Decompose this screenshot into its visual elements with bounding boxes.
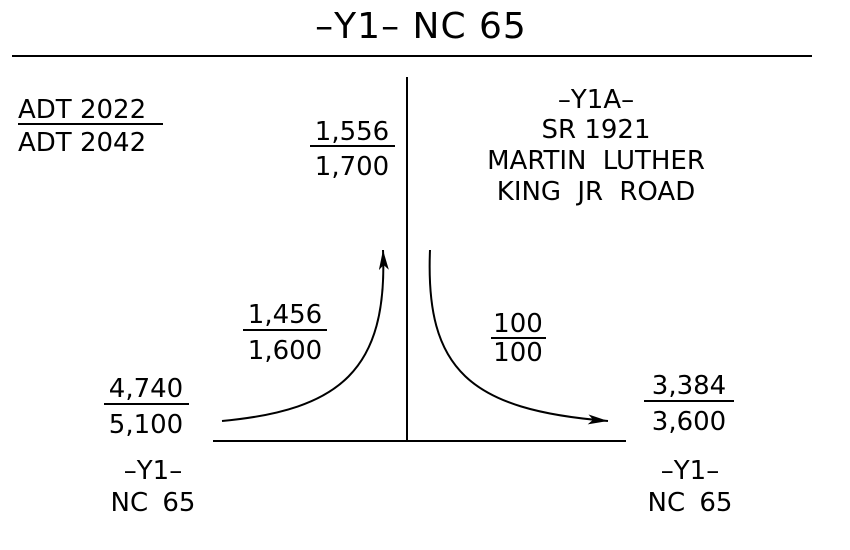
turn-arrow-west-north xyxy=(221,249,389,422)
west-road-name-line-1: –Y1– xyxy=(124,456,182,486)
north-road-name-line-1: –Y1A– xyxy=(558,85,634,115)
turn-west-north-future: 1,600 xyxy=(248,336,322,366)
turn-north-east-future: 100 xyxy=(493,338,543,368)
diagram-title: –Y1– NC 65 xyxy=(315,6,527,47)
legend-future-label: ADT 2042 xyxy=(18,128,146,158)
turn-arrow-north-east xyxy=(428,249,609,425)
turn-west-north-current: 1,456 xyxy=(248,300,322,330)
west-leg-future: 5,100 xyxy=(109,410,183,440)
legend-current-label: ADT 2022 xyxy=(18,95,146,125)
east-road-name-line-1: –Y1– xyxy=(661,456,719,486)
west-leg-current: 4,740 xyxy=(109,374,183,404)
west-road-name-line-2: NC 65 xyxy=(111,488,196,518)
east-road-name-line-2: NC 65 xyxy=(648,488,733,518)
east-leg-current: 3,384 xyxy=(652,371,726,401)
north-leg-future: 1,700 xyxy=(315,152,389,182)
north-leg-current: 1,556 xyxy=(315,117,389,147)
north-road-name-line-2: SR 1921 xyxy=(541,115,650,145)
east-leg-future: 3,600 xyxy=(652,407,726,437)
north-road-name-line-3: MARTIN LUTHER xyxy=(487,146,705,176)
north-road-name-line-4: KING JR ROAD xyxy=(497,177,695,207)
turn-north-east-current: 100 xyxy=(493,309,543,339)
